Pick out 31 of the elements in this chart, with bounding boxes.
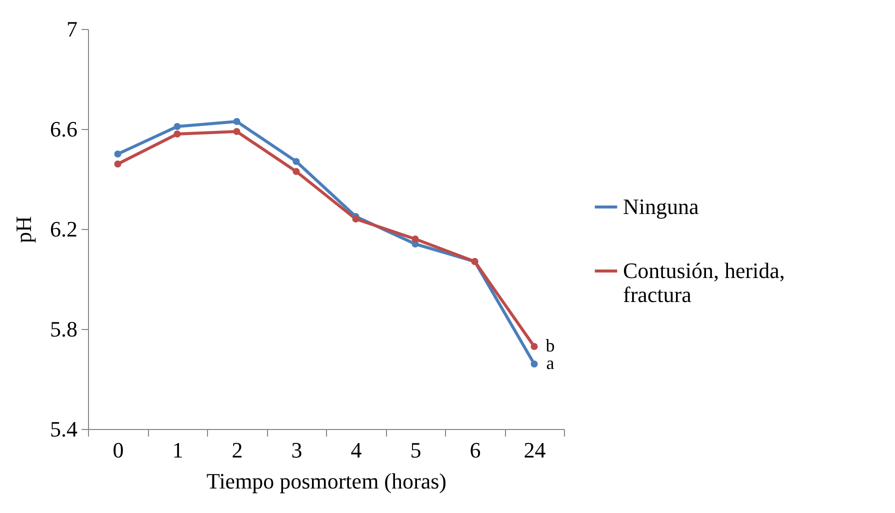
point	[114, 150, 122, 158]
x-tick-label: 1	[172, 438, 184, 462]
point	[412, 235, 419, 243]
point	[292, 168, 300, 176]
point	[530, 342, 538, 350]
x-tick-label: 3	[291, 438, 302, 462]
point	[352, 215, 360, 223]
annotation: b	[546, 336, 555, 356]
point	[233, 128, 240, 136]
point	[233, 118, 240, 126]
legend-label: Contusión, herida, fractura	[623, 258, 785, 307]
y-tick-label: 6.2	[50, 216, 78, 242]
x-tick-label: 2	[232, 438, 243, 462]
legend-label: Ninguna	[623, 194, 699, 219]
y-tick-label: 5.8	[50, 316, 78, 342]
point	[530, 360, 538, 368]
x-tick-label: 4	[350, 438, 362, 462]
point	[292, 158, 300, 166]
x-axis-title: Tiempo posmortem (horas)	[206, 468, 446, 494]
point	[174, 130, 181, 138]
x-tick-label: 24	[524, 438, 546, 462]
y-tick-label: 7	[66, 16, 78, 42]
point	[174, 122, 181, 130]
y-tick-label: 5.4	[50, 416, 78, 442]
point	[114, 160, 122, 168]
y-axis-title: pH	[11, 216, 36, 243]
x-tick-label: 0	[112, 438, 124, 462]
y-tick-label: 6.6	[50, 116, 78, 142]
x-tick-label: 5	[410, 438, 422, 462]
annotation: a	[546, 353, 554, 373]
x-tick-label: 6	[470, 438, 481, 462]
